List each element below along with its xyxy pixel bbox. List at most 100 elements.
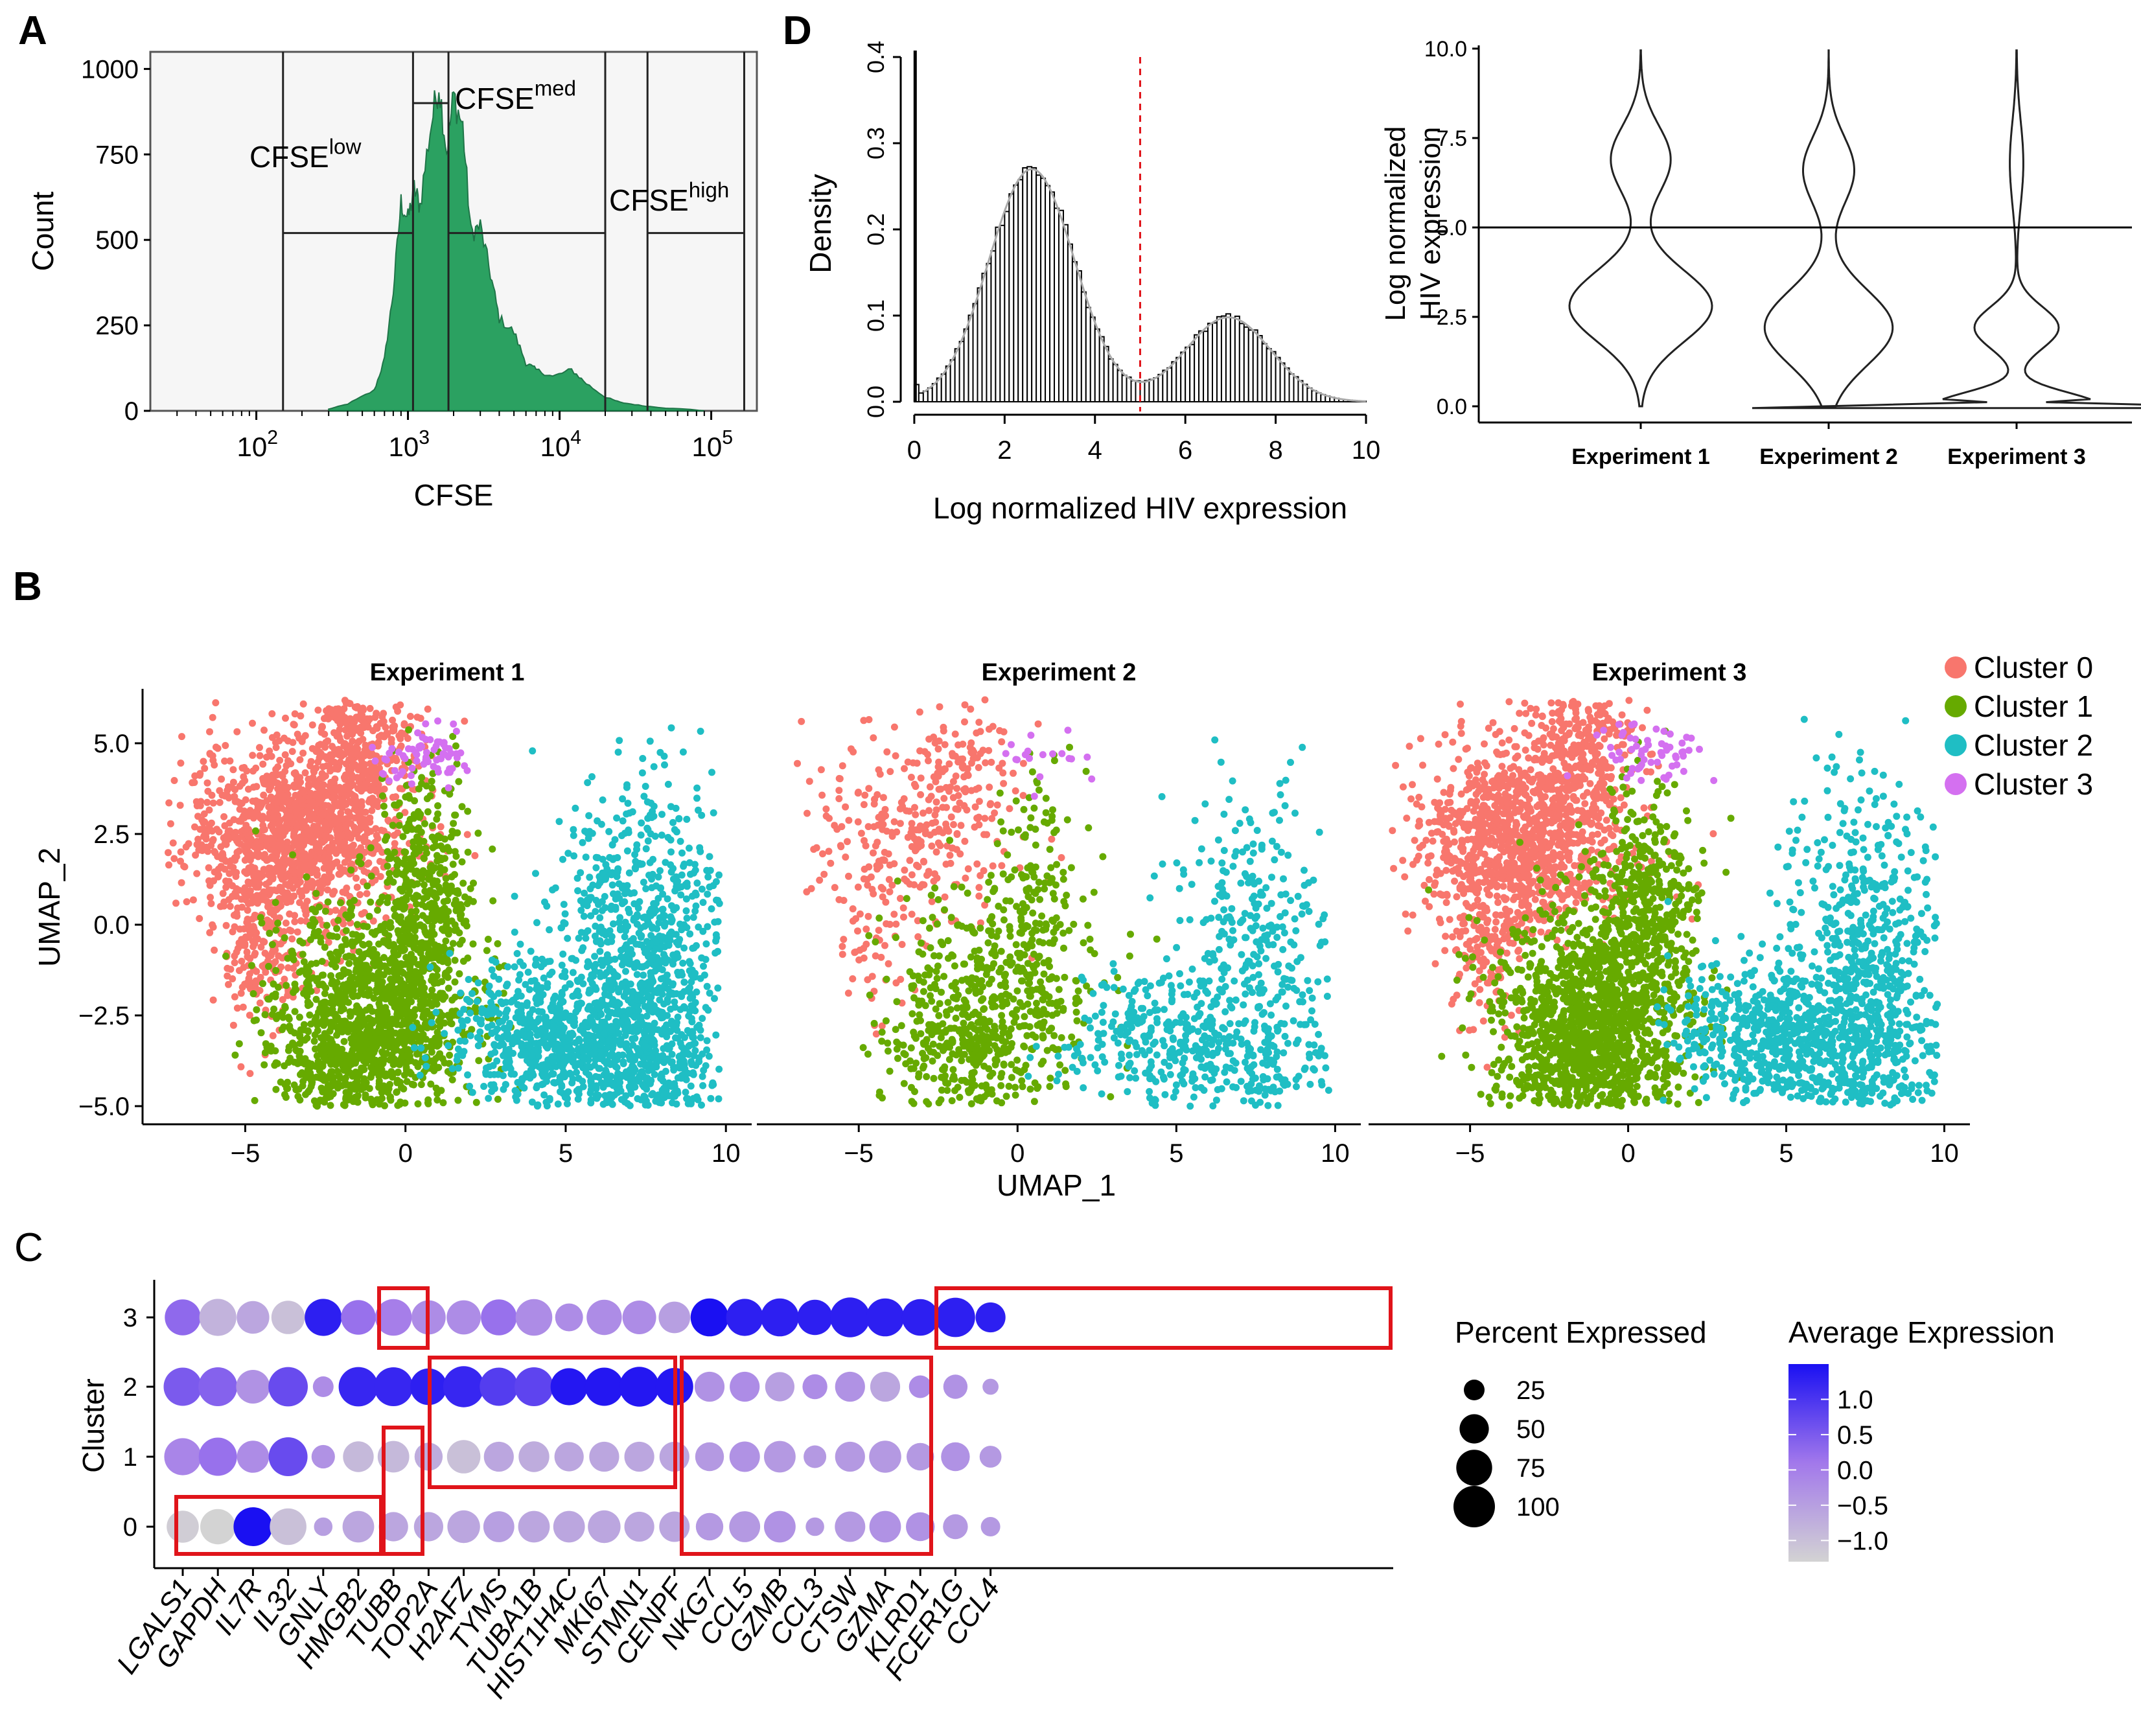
umap-point [677, 891, 685, 899]
umap-point [642, 885, 650, 892]
umap-point [315, 1098, 323, 1105]
umap-point [358, 808, 365, 816]
umap-point [330, 845, 337, 853]
umap-point [461, 717, 469, 725]
panel-d-hist-bar [958, 340, 965, 403]
umap-point [387, 923, 395, 931]
umap-point [220, 813, 228, 820]
umap-point [309, 922, 317, 930]
umap-point [385, 855, 393, 862]
panel-d-violin-ytick-label: 7.5 [1437, 126, 1467, 151]
umap-point [316, 880, 323, 888]
umap-point [584, 829, 592, 837]
umap-point [424, 1099, 432, 1107]
umap-point [336, 721, 344, 728]
umap-point [340, 970, 348, 978]
panel-d-hist-bar [1189, 343, 1196, 402]
umap-point [393, 856, 400, 864]
umap-point [356, 968, 364, 976]
umap-point [361, 1017, 369, 1024]
umap-point [283, 839, 291, 846]
umap-point [658, 990, 666, 998]
umap-point [398, 1048, 405, 1056]
umap-point [360, 941, 367, 949]
umap-point [260, 938, 268, 946]
umap-point [664, 833, 672, 841]
umap-point [256, 752, 264, 759]
panel-a-gate-label-low-base: CFSE [249, 140, 329, 174]
umap-point [321, 999, 329, 1006]
umap-point [342, 927, 350, 934]
umap-point [307, 1020, 315, 1028]
umap-point [238, 942, 246, 949]
umap-point [299, 939, 307, 947]
panel-d-hist-bar [1098, 336, 1105, 402]
umap-point [579, 839, 586, 846]
umap-point [366, 715, 374, 723]
umap-point [249, 990, 257, 997]
panel-d-hist-bar [1076, 270, 1082, 402]
panel-d-hist-bar [1207, 322, 1214, 402]
umap-point [511, 963, 518, 971]
umap-point [397, 742, 405, 750]
umap-point [321, 730, 329, 738]
umap-point [326, 1027, 334, 1035]
umap-point [319, 971, 327, 979]
umap-point [308, 745, 316, 752]
panel-d-hist-bar [1288, 373, 1295, 402]
umap-point [268, 710, 276, 717]
umap-point [354, 745, 362, 753]
umap-point [625, 809, 633, 817]
umap-point [424, 705, 432, 713]
umap-point [347, 975, 354, 983]
panel-d-hist-bar [1117, 369, 1123, 403]
umap-point [308, 867, 315, 875]
umap-point [400, 848, 408, 855]
umap-point [472, 1098, 480, 1106]
umap-point [365, 912, 373, 920]
umap-point [577, 897, 584, 905]
umap-point [177, 848, 185, 856]
umap-point [439, 925, 446, 933]
umap-point [420, 868, 428, 875]
umap-point [449, 861, 457, 868]
umap-point [426, 931, 434, 939]
umap-point [356, 825, 364, 833]
umap-point [354, 936, 362, 944]
umap-point [413, 826, 421, 833]
umap-point [463, 900, 471, 907]
umap-point [397, 1078, 404, 1086]
panel-d-hist-bar [1153, 377, 1159, 402]
umap-point [683, 815, 691, 823]
umap-point [272, 899, 279, 907]
umap-point [385, 983, 393, 991]
umap-point [671, 826, 678, 833]
umap-point [667, 724, 675, 732]
umap-point [347, 776, 355, 784]
umap-point [368, 1071, 375, 1078]
umap-point [248, 863, 255, 871]
umap-point [369, 794, 376, 802]
umap-point [231, 785, 238, 793]
umap-point [249, 752, 257, 759]
panel-a-gate-label-high: CFSEhigh [609, 178, 729, 217]
umap-point [284, 991, 292, 999]
umap-point [379, 792, 386, 800]
umap-point [225, 794, 233, 802]
umap-point [499, 1072, 507, 1080]
umap-point [574, 887, 582, 895]
umap-point [227, 966, 235, 973]
umap-point [327, 1036, 335, 1043]
umap-point [290, 956, 297, 964]
umap-point [682, 907, 690, 915]
umap-point [281, 798, 289, 805]
umap-point [265, 962, 272, 970]
panel-d-hist-bar [1144, 380, 1150, 402]
umap-point [356, 891, 364, 899]
umap-point [599, 796, 607, 804]
umap-point [336, 870, 343, 878]
umap-point [458, 905, 466, 912]
umap-point [191, 779, 198, 786]
umap-point [440, 898, 448, 905]
umap-point [340, 920, 347, 928]
